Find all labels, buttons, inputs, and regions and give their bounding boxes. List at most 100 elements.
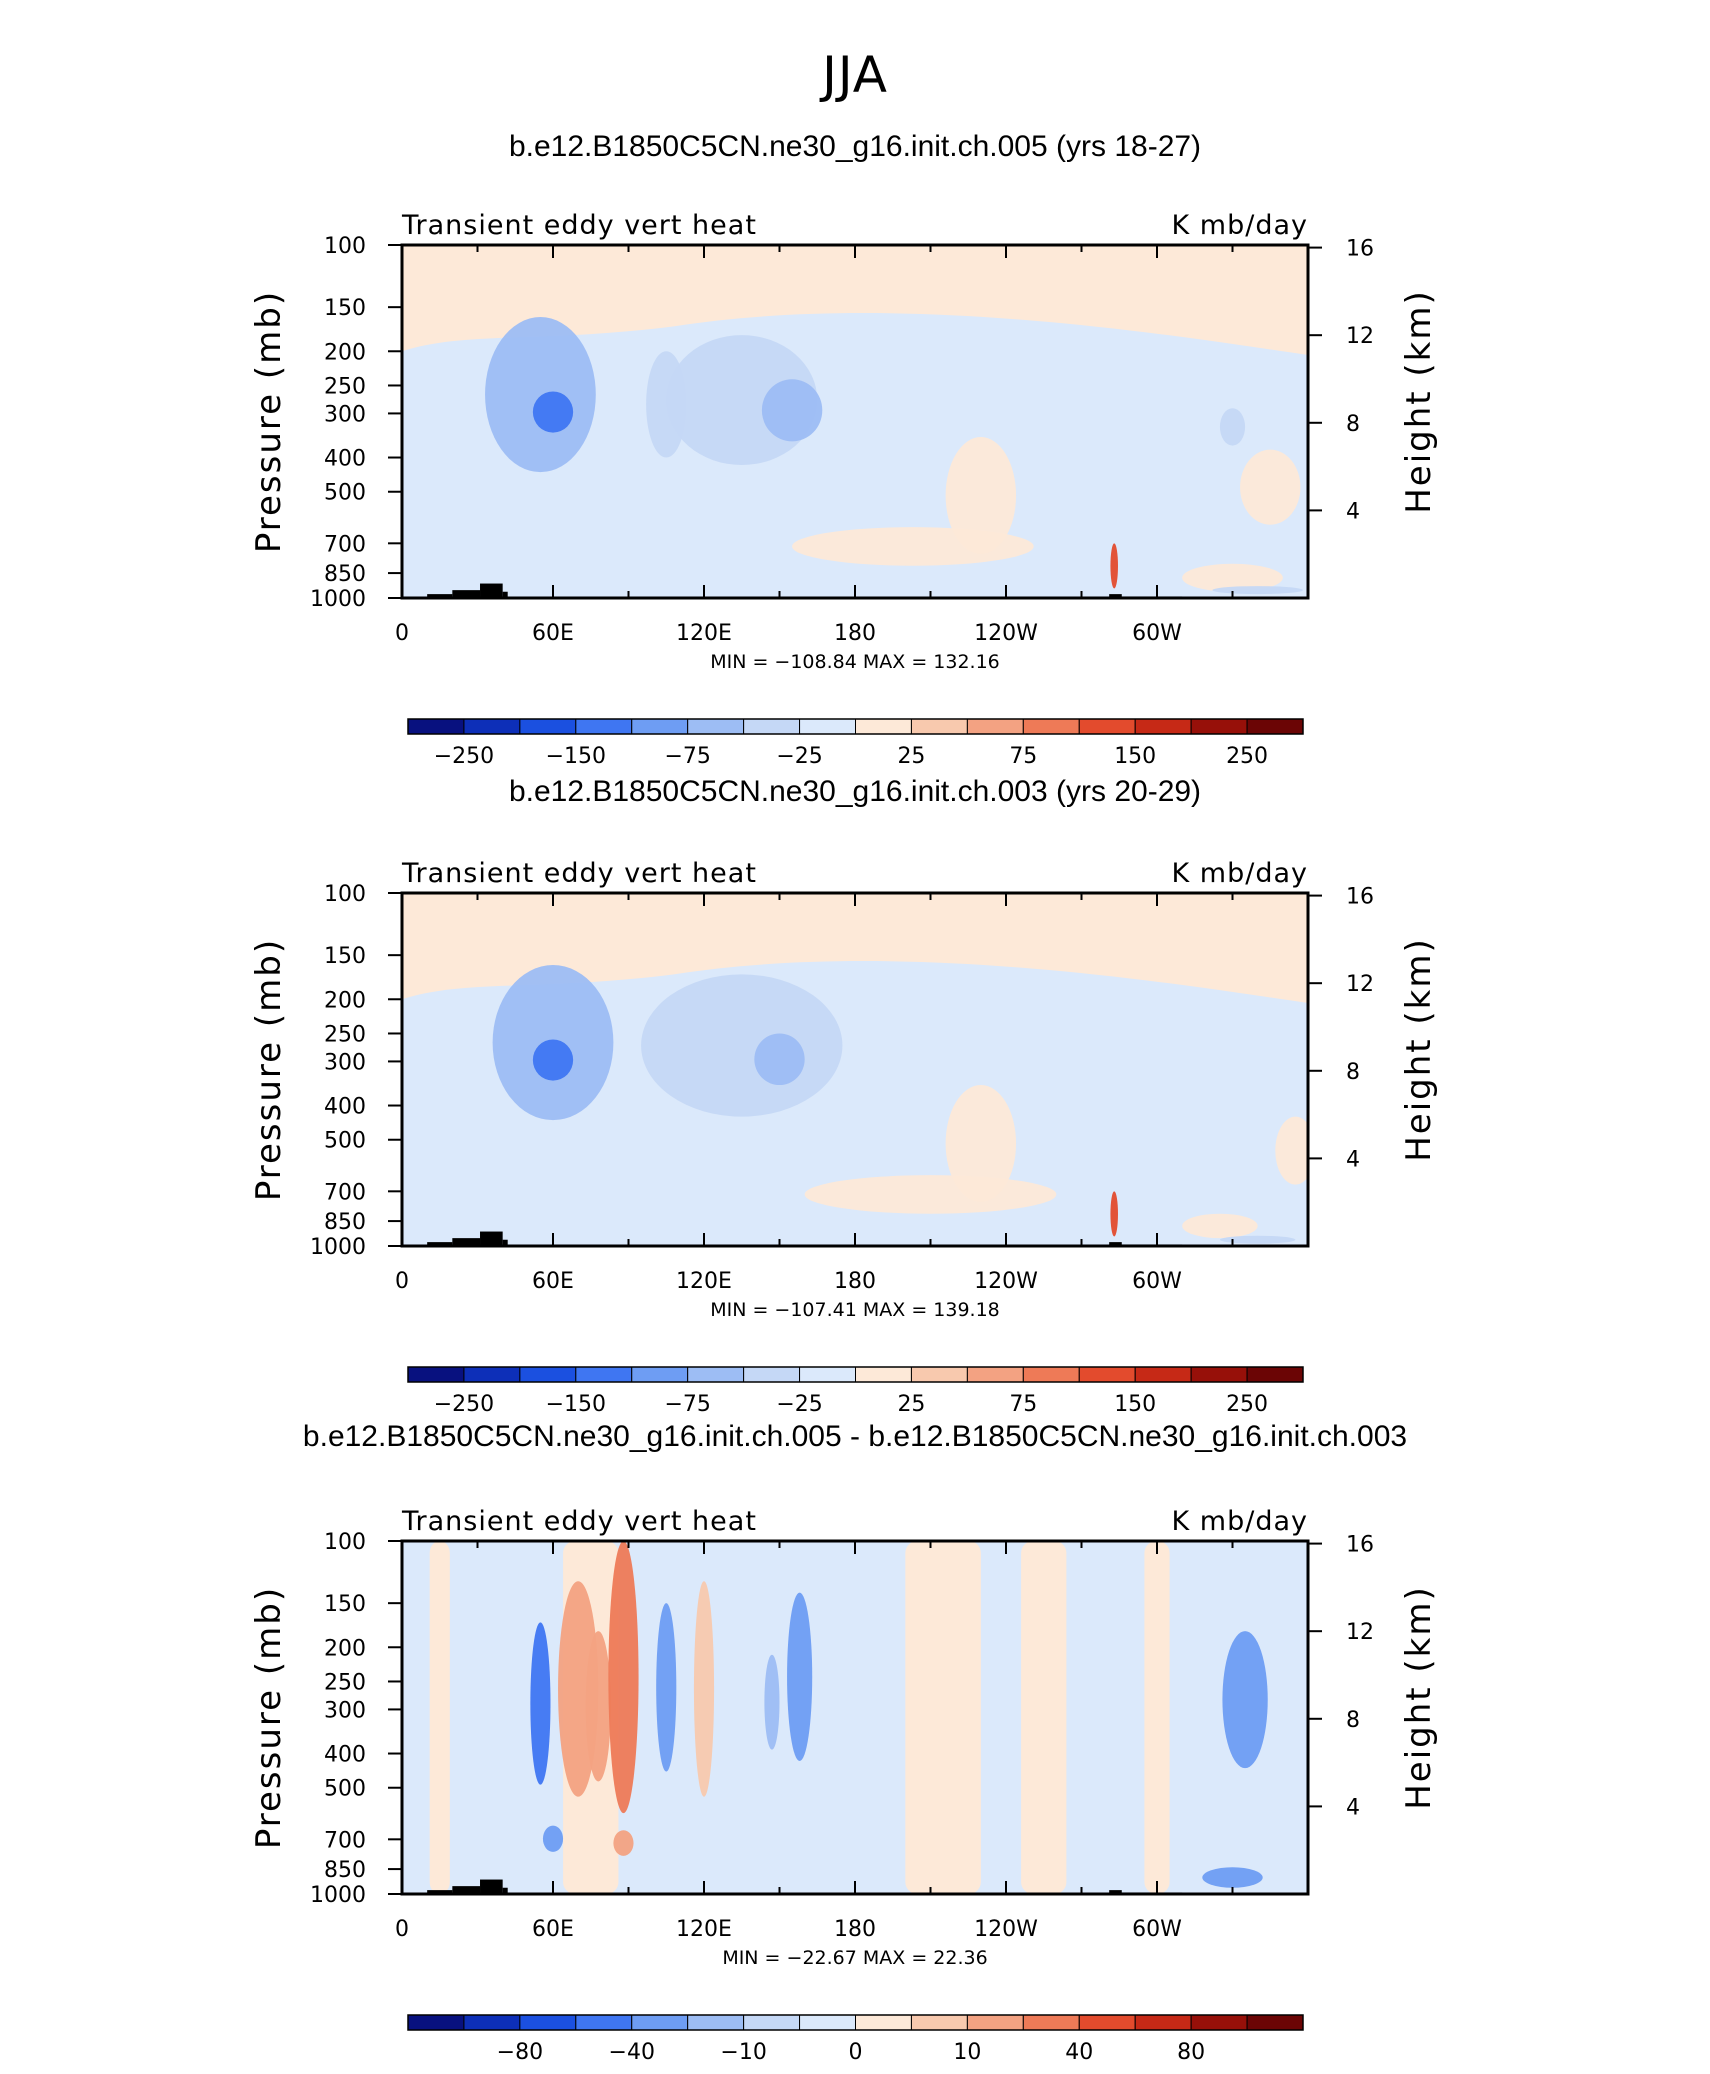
y-tick-label: 200 <box>324 1636 366 1661</box>
contour-feature <box>945 1085 1017 1202</box>
right-tick-label: 12 <box>1346 1620 1374 1645</box>
colorbar-box <box>1078 2014 1136 2031</box>
colorbar-box <box>1246 1366 1304 1383</box>
y-tick-label: 500 <box>324 1777 366 1802</box>
x-tick-label: 0 <box>395 1917 409 1942</box>
right-tick-label: 4 <box>1346 1147 1360 1172</box>
y-axis-label: Pressure (mb) <box>249 1586 289 1849</box>
colorbar-box <box>519 2014 577 2031</box>
y-axis-label: Pressure (mb) <box>249 938 289 1201</box>
colorbar-box <box>631 2014 689 2031</box>
topography <box>1109 1242 1122 1246</box>
y-axis-label-right: Height (km) <box>1399 937 1439 1162</box>
contour-feature <box>585 1631 611 1782</box>
y-tick-label: 400 <box>324 447 366 472</box>
topography <box>452 590 481 598</box>
contour-feature <box>693 1581 715 1797</box>
y-tick-label: 400 <box>324 1095 366 1120</box>
contour-feature <box>532 391 574 433</box>
right-tick-label: 8 <box>1346 1708 1360 1733</box>
colorbar-label: 75 <box>1009 744 1037 769</box>
colorbar-label: −10 <box>720 2040 766 2065</box>
colorbar-label: −40 <box>609 2040 655 2065</box>
panel-2-title: b.e12.B1850C5CN.ne30_g16.init.ch.003 (yr… <box>508 775 1202 808</box>
y-tick-label: 250 <box>324 374 366 399</box>
y-tick-label: 850 <box>324 1858 366 1883</box>
colorbar-box <box>407 718 465 735</box>
colorbar-box <box>799 718 856 735</box>
colorbar-label: −250 <box>434 1392 494 1417</box>
figure-title: JJA <box>822 46 888 104</box>
colorbar-box <box>855 1366 912 1383</box>
colorbar-box <box>407 1366 465 1383</box>
right-tick-label: 16 <box>1346 237 1374 262</box>
positive-strip <box>1144 1541 1170 1894</box>
right-tick-label: 4 <box>1346 1795 1360 1820</box>
colorbar-box <box>799 2014 856 2031</box>
y-tick-label: 1000 <box>310 1235 366 1260</box>
colorbar-box <box>687 2014 745 2031</box>
colorbar-box <box>463 2014 521 2031</box>
x-tick-label: 0 <box>395 1269 409 1294</box>
colorbar-box <box>855 718 912 735</box>
x-tick-label: 0 <box>395 621 409 646</box>
y-axis-label-right: Height (km) <box>1399 1585 1439 1810</box>
colorbar-label: 75 <box>1009 1392 1037 1417</box>
left-label: Transient eddy vert heat <box>401 858 757 889</box>
contour-feature <box>530 1622 551 1785</box>
contour-feature <box>641 974 843 1117</box>
y-tick-label: 300 <box>324 402 366 427</box>
colorbar-box <box>910 2014 968 2031</box>
units-label: K mb/day <box>1172 210 1309 241</box>
stratosphere-band <box>402 245 1308 356</box>
colorbar-box <box>1190 2014 1248 2031</box>
y-tick-label: 700 <box>324 1828 366 1853</box>
x-tick-label: 120W <box>974 1917 1038 1942</box>
colorbar-label: 250 <box>1226 744 1268 769</box>
colorbar-box <box>1190 718 1248 735</box>
colorbar-label: 250 <box>1226 1392 1268 1417</box>
contour-feature <box>1202 1867 1263 1888</box>
y-tick-label: 500 <box>324 481 366 506</box>
colorbar-label: −25 <box>776 744 822 769</box>
right-tick-label: 4 <box>1346 499 1360 524</box>
colorbar-box <box>631 718 689 735</box>
y-axis-label: Pressure (mb) <box>249 290 289 553</box>
y-tick-label: 1000 <box>310 1883 366 1908</box>
colorbar-box <box>910 1366 968 1383</box>
colorbar-box <box>631 1366 689 1383</box>
contour-feature <box>945 437 1017 554</box>
colorbar-frame <box>407 1366 1304 1383</box>
topography <box>480 1231 503 1246</box>
colorbar-box <box>1246 718 1304 735</box>
colorbar-box <box>799 1366 856 1383</box>
contour-feature <box>1110 543 1118 589</box>
x-tick-label: 60E <box>532 621 574 646</box>
colorbar-box <box>1022 1366 1080 1383</box>
left-label: Transient eddy vert heat <box>401 210 757 241</box>
panel-1-title: b.e12.B1850C5CN.ne30_g16.init.ch.005 (yr… <box>508 130 1202 163</box>
x-tick-label: 60E <box>532 1269 574 1294</box>
contour-feature <box>1222 1631 1268 1769</box>
colorbar-frame <box>407 718 1304 735</box>
x-tick-label: 60W <box>1132 1917 1182 1942</box>
colorbar-box <box>1190 1366 1248 1383</box>
contour-feature <box>764 1654 780 1750</box>
topography <box>480 1879 503 1894</box>
right-tick-label: 16 <box>1346 1533 1374 1558</box>
x-tick-label: 120W <box>974 1269 1038 1294</box>
colorbar-box <box>463 718 521 735</box>
colorbar-box <box>966 718 1024 735</box>
y-tick-label: 500 <box>324 1129 366 1154</box>
contour-feature <box>1219 1235 1296 1244</box>
topography <box>427 594 453 598</box>
x-tick-label: 60W <box>1132 1269 1182 1294</box>
colorbar-label: 150 <box>1114 744 1156 769</box>
colorbar-box <box>1022 718 1080 735</box>
x-tick-label: 60E <box>532 1917 574 1942</box>
panel-2: 0 60E 120E 180 120W 60W 100 150 200 250 300 400 500 7… <box>249 858 1439 1417</box>
contour-feature <box>804 1175 1057 1214</box>
minmax-label: MIN = −108.84 MAX = 132.16 <box>710 651 1000 673</box>
colorbar-box <box>519 718 577 735</box>
